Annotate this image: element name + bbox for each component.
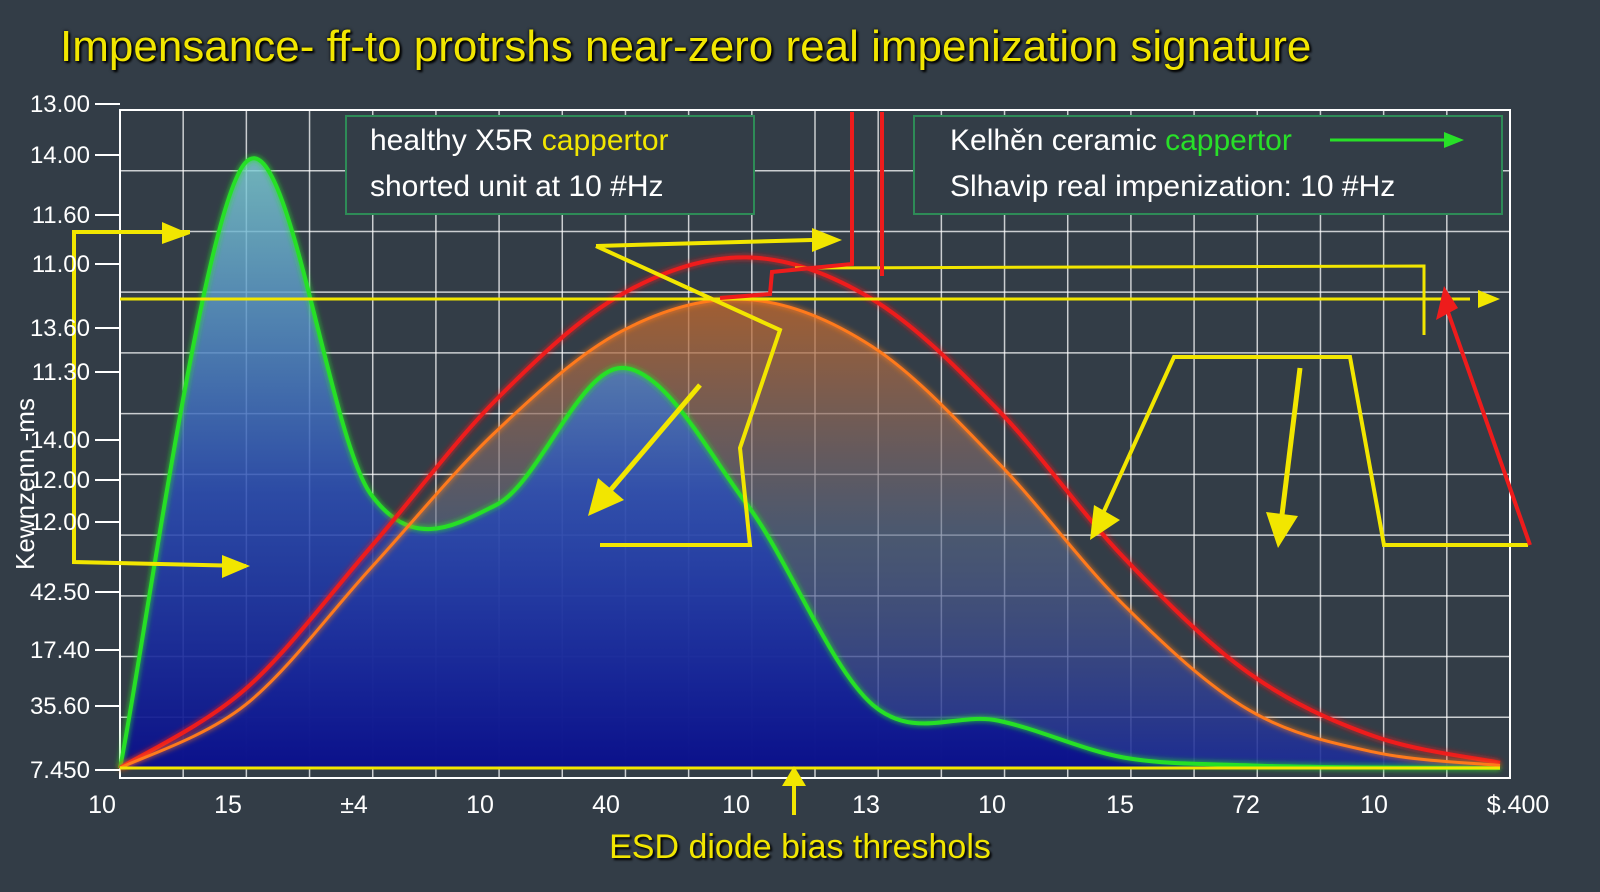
x-tick-label: 72	[1232, 791, 1260, 819]
box1-line1: healthy X5R	[370, 124, 542, 157]
box2-line1: Kelhěn ceramic	[950, 124, 1165, 157]
series-line-2	[119, 297, 1501, 770]
y-tick-label: 12.00	[30, 509, 90, 536]
y-tick-label: 11.60	[32, 202, 90, 229]
box1-highlight: cappertor	[542, 124, 669, 157]
box1-line2: shorted unit at 10 #Hz	[370, 170, 664, 203]
y-tick-label: 35.60	[30, 693, 90, 720]
chart-title: Impensance- ff-to protrshs near-zero rea…	[60, 22, 1312, 71]
y-tick-label: 13.00	[30, 91, 90, 118]
y-tick-label: 13.60	[30, 315, 90, 342]
x-axis-label: ESD diode bias threshols	[609, 828, 991, 866]
svg-text:healthy X5R cappertor: healthy X5R cappertor	[370, 124, 669, 157]
x-tick-label: 10	[978, 791, 1006, 819]
y-tick-label: 11.00	[32, 251, 90, 278]
annotation-box-1: healthy X5R cappertor shorted unit at 10…	[345, 115, 755, 215]
x-tick-label: 10	[88, 791, 116, 819]
y-tick-label: 11.30	[32, 359, 90, 386]
y-tick-label: 7.450	[30, 757, 90, 784]
x-tick-label: $.400	[1487, 791, 1550, 819]
x-tick-labels: 10 15 ±4 10 40 10 13 10 15 72 10 $.400	[88, 791, 1549, 819]
y-tick-label: 17.40	[30, 637, 90, 664]
box2-highlight: cappertor	[1165, 124, 1292, 157]
annotation-box-2: Kelhěn ceramic cappertor Slhavip real im…	[913, 115, 1503, 215]
x-tick-label: ±4	[340, 791, 368, 819]
x-tick-label: 10	[466, 791, 494, 819]
x-tick-label: 15	[1106, 791, 1134, 819]
series-line-0	[118, 156, 1501, 770]
x-tick-label: 13	[852, 791, 880, 819]
box2-line2: Slhavip real impenization: 10 #Hz	[950, 170, 1395, 203]
x-tick-label: 15	[214, 791, 242, 819]
x-tick-label: 10	[722, 791, 750, 819]
x-tick-label: 10	[1360, 791, 1388, 819]
y-tick-label: 42.50	[30, 579, 90, 606]
series-area-0	[120, 158, 1500, 768]
y-tick-label: 12.00	[30, 467, 90, 494]
annotation-arrows	[72, 112, 1532, 815]
y-tick-label: 14.00	[30, 427, 90, 454]
y-tick-labels: 13.00 14.00 11.60 11.00 13.60 11.30 14.00 12.00…	[30, 91, 120, 784]
x-tick-label: 40	[592, 791, 620, 819]
svg-text:Kelhěn ceramic cappertor: Kelhěn ceramic cappertor	[950, 124, 1292, 157]
y-tick-label: 14.00	[30, 142, 90, 169]
